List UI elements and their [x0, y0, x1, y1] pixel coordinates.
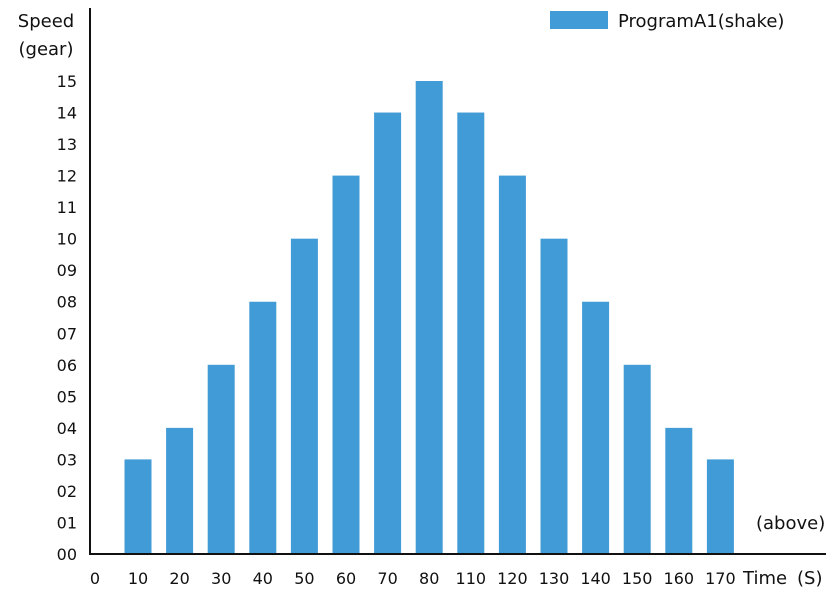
- axes-layer: [89, 8, 826, 555]
- y-tick-label: 14: [57, 104, 77, 123]
- bar: [290, 238, 318, 554]
- y-tick-label: 11: [57, 198, 77, 217]
- x-tick-labels: 10 20 30 40 50 60 70 80 110 120 130 140 150 160 170: [128, 569, 736, 588]
- y-tick-label: 08: [57, 293, 77, 312]
- y-tick-labels: 00 01 02 03 04 05 06 07 08 09 10 11 12 13 14 15: [57, 72, 77, 564]
- y-tick-label: 01: [57, 513, 77, 532]
- x-tick-label: 160: [664, 569, 695, 588]
- x-tick-label: 30: [211, 569, 231, 588]
- bar: [207, 364, 235, 554]
- bar: [374, 112, 402, 555]
- bar: [249, 301, 277, 554]
- legend-label: ProgramA1(shake): [618, 11, 784, 32]
- bar: [166, 427, 194, 554]
- above-annotation: (above): [756, 513, 825, 534]
- x-tick-label: 80: [419, 569, 439, 588]
- x-tick-label: 170: [705, 569, 736, 588]
- x-tick-label: 120: [497, 569, 528, 588]
- x-tick-label: 40: [253, 569, 273, 588]
- bar: [498, 175, 526, 554]
- y-tick-label: 13: [57, 135, 77, 154]
- y-tick-label: 03: [57, 450, 77, 469]
- x-tick-label: 10: [128, 569, 148, 588]
- bar: [706, 459, 734, 554]
- bar: [540, 238, 568, 554]
- bars-layer: [124, 81, 734, 555]
- bar: [582, 301, 610, 554]
- bar: [457, 112, 485, 555]
- x-tick-label: 20: [169, 569, 189, 588]
- y-tick-label: 02: [57, 482, 77, 501]
- bar: [665, 427, 693, 554]
- y-tick-label: 04: [57, 419, 77, 438]
- y-tick-label: 10: [57, 230, 77, 249]
- y-axis-title-line-2: (gear): [19, 39, 74, 60]
- bar: [415, 81, 443, 554]
- x-tick-label: 60: [336, 569, 356, 588]
- bar: [124, 459, 152, 554]
- legend: ProgramA1(shake): [550, 11, 784, 32]
- y-tick-label: 06: [57, 356, 77, 375]
- x-tick-label: 150: [622, 569, 653, 588]
- bar: [332, 175, 360, 554]
- y-tick-label: 12: [57, 167, 77, 186]
- x-axis-title: Time: [742, 568, 787, 589]
- x-tick-label: 110: [456, 569, 487, 588]
- y-tick-label: 05: [57, 387, 77, 406]
- y-tick-label: 00: [57, 545, 77, 564]
- y-tick-label: 07: [57, 324, 77, 343]
- x-tick-label: 140: [580, 569, 611, 588]
- y-tick-label: 09: [57, 261, 77, 280]
- bar: [623, 364, 651, 554]
- x-axis-unit: (S): [797, 568, 822, 589]
- y-axis-title-line-1: Speed: [18, 11, 74, 32]
- legend-swatch: [550, 11, 608, 29]
- x-tick-label: 50: [294, 569, 314, 588]
- x-origin-label: 0: [90, 569, 100, 588]
- x-tick-label: 130: [539, 569, 570, 588]
- y-tick-label: 15: [57, 72, 77, 91]
- x-tick-label: 70: [377, 569, 397, 588]
